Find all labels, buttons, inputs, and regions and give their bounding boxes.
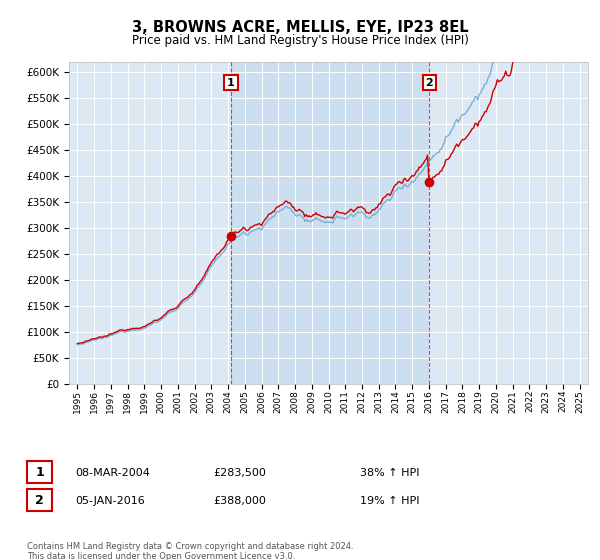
Text: 1: 1 — [35, 465, 44, 479]
Text: Price paid vs. HM Land Registry's House Price Index (HPI): Price paid vs. HM Land Registry's House … — [131, 34, 469, 46]
Text: 2: 2 — [425, 77, 433, 87]
Text: 3, BROWNS ACRE, MELLIS, EYE, IP23 8EL: 3, BROWNS ACRE, MELLIS, EYE, IP23 8EL — [131, 20, 469, 35]
Text: 1: 1 — [227, 77, 235, 87]
Text: 19% ↑ HPI: 19% ↑ HPI — [360, 496, 419, 506]
Text: Contains HM Land Registry data © Crown copyright and database right 2024.
This d: Contains HM Land Registry data © Crown c… — [27, 542, 353, 560]
Bar — [231, 62, 430, 384]
Text: £388,000: £388,000 — [213, 496, 266, 506]
Text: 38% ↑ HPI: 38% ↑ HPI — [360, 468, 419, 478]
Text: 08-MAR-2004: 08-MAR-2004 — [75, 468, 150, 478]
Text: 05-JAN-2016: 05-JAN-2016 — [75, 496, 145, 506]
Text: 2: 2 — [35, 493, 44, 507]
Text: £283,500: £283,500 — [213, 468, 266, 478]
